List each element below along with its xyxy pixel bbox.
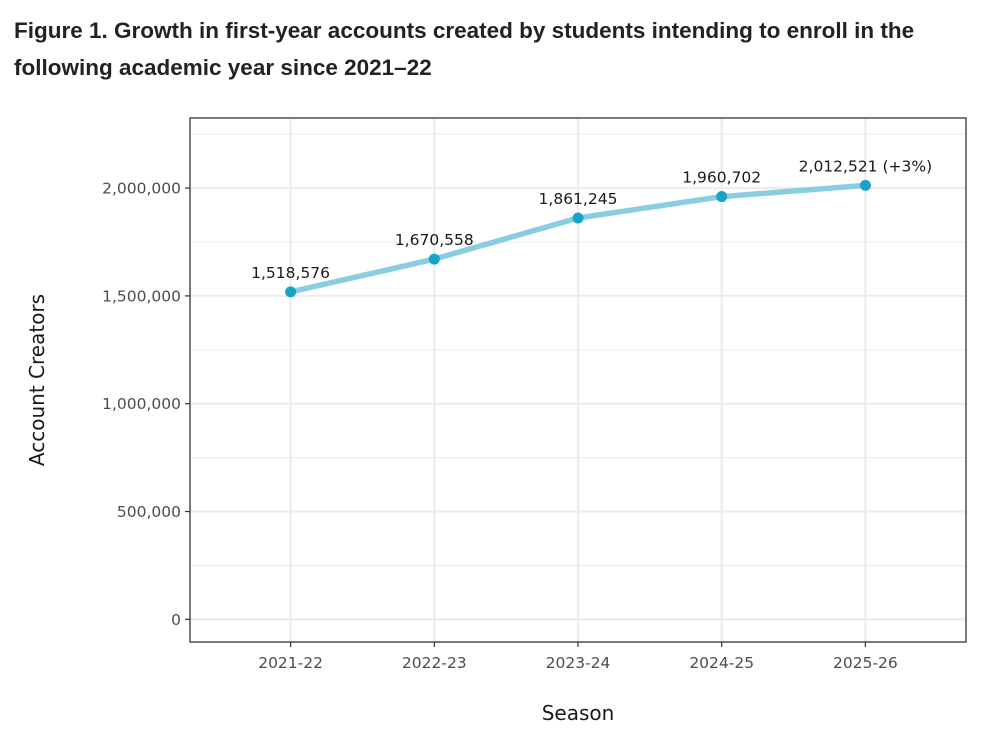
x-tick-label: 2024-25 xyxy=(689,654,754,672)
data-point xyxy=(572,212,584,224)
x-tick-label: 2021-22 xyxy=(258,654,323,672)
y-tick-label: 2,000,000 xyxy=(102,180,181,198)
x-axis-title: Season xyxy=(542,701,615,725)
x-axis: 2021-22 2022-23 2023-24 2024-25 2025-26 xyxy=(258,642,898,672)
major-gridlines xyxy=(190,118,966,642)
data-point xyxy=(428,253,440,265)
series-line-group xyxy=(285,179,871,298)
x-tick-label: 2022-23 xyxy=(402,654,467,672)
y-tick-label: 1,000,000 xyxy=(102,395,181,413)
y-tick-label: 500,000 xyxy=(117,503,181,521)
y-tick-label: 1,500,000 xyxy=(102,287,181,305)
data-label: 1,518,576 xyxy=(251,264,330,282)
data-label: 1,960,702 xyxy=(682,169,761,187)
x-tick-label: 2023-24 xyxy=(546,654,611,672)
data-label: 1,861,245 xyxy=(539,190,618,208)
y-tick-label: 0 xyxy=(171,611,181,629)
data-point xyxy=(716,191,728,203)
figure-title: Figure 1. Growth in first-year accounts … xyxy=(14,18,915,80)
data-point xyxy=(285,286,297,298)
x-tick-label: 2025-26 xyxy=(833,654,898,672)
data-label-group: 1,518,576 1,670,558 1,861,245 1,960,702 2,01… xyxy=(251,157,932,282)
y-axis: 0 500,000 1,000,000 1,500,000 2,000,000 xyxy=(102,180,190,629)
data-point xyxy=(859,179,871,191)
data-label: 1,670,558 xyxy=(395,231,474,249)
y-axis-title: Account Creators xyxy=(25,294,49,466)
data-label: 2,012,521 (+3%) xyxy=(799,157,932,175)
